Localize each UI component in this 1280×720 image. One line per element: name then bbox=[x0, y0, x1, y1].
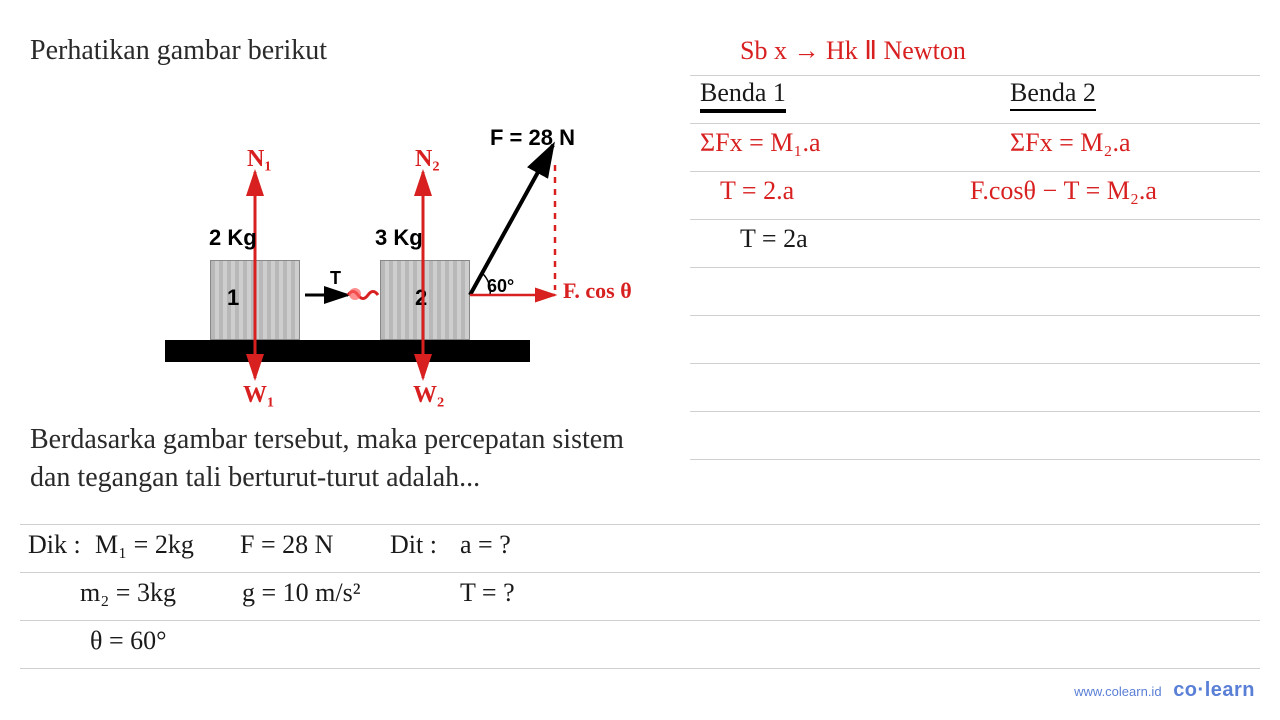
rule bbox=[690, 123, 1260, 124]
rule bbox=[690, 459, 1260, 460]
rule bbox=[690, 219, 1260, 220]
w2-label: W₂ bbox=[413, 382, 444, 409]
eq-sfx1: ΣFx = M₁.a bbox=[700, 128, 820, 158]
rule bbox=[20, 524, 1260, 525]
rule bbox=[690, 171, 1260, 172]
fcostheta-label: F. cos θ bbox=[563, 278, 632, 304]
dik-theta: θ = 60° bbox=[90, 626, 167, 656]
dik-m1: M₁ = 2kg bbox=[95, 530, 194, 560]
eq-t2a: T = 2.a bbox=[720, 176, 794, 206]
benda1-header: Benda 1 bbox=[700, 78, 786, 108]
dit-T: T = ? bbox=[460, 578, 515, 608]
footer-url: www.colearn.id bbox=[1074, 684, 1161, 699]
eq-sfx2: ΣFx = M₂.a bbox=[1010, 128, 1130, 158]
dik-F: F = 28 N bbox=[240, 530, 333, 560]
rule bbox=[20, 620, 1260, 621]
diagram-arrows bbox=[155, 110, 635, 410]
problem-title: Perhatikan gambar berikut bbox=[30, 35, 327, 67]
rule bbox=[20, 668, 1260, 669]
rule bbox=[690, 75, 1260, 76]
rule bbox=[690, 315, 1260, 316]
dit-label: Dit : bbox=[390, 530, 437, 560]
sbx-header: Sb x → Hk Ⅱ Newton bbox=[740, 36, 966, 66]
footer: www.colearn.id co·learn bbox=[1074, 679, 1255, 702]
dit-a: a = ? bbox=[460, 530, 511, 560]
dik-label: Dik : bbox=[28, 530, 81, 560]
problem-text-line2: dan tegangan tali berturut-turut adalah.… bbox=[30, 458, 480, 497]
w1-label: W₁ bbox=[243, 382, 274, 409]
problem-text-line1: Berdasarka gambar tersebut, maka percepa… bbox=[30, 420, 624, 459]
dik-g: g = 10 m/s² bbox=[242, 578, 361, 608]
tension-label: T bbox=[330, 268, 341, 289]
rule bbox=[690, 363, 1260, 364]
rule bbox=[690, 267, 1260, 268]
angle-label: 60° bbox=[487, 276, 514, 297]
n1-label: N₁ bbox=[247, 146, 272, 173]
mass2-label: 3 Kg bbox=[375, 225, 423, 251]
rule bbox=[20, 572, 1260, 573]
benda2-header: Benda 2 bbox=[1010, 78, 1096, 108]
mass1-label: 2 Kg bbox=[209, 225, 257, 251]
rule bbox=[690, 411, 1260, 412]
dik-m2: m₂ = 3kg bbox=[80, 578, 176, 608]
footer-logo: co·learn bbox=[1173, 679, 1255, 701]
physics-diagram: 1 2 F = 28 N bbox=[155, 110, 635, 390]
force-f-label: F = 28 N bbox=[490, 125, 575, 151]
eq-fcost: F.cosθ − T = M₂.a bbox=[970, 176, 1157, 206]
eq-t2a-black: T = 2a bbox=[740, 224, 808, 254]
n2-label: N₂ bbox=[415, 146, 440, 173]
